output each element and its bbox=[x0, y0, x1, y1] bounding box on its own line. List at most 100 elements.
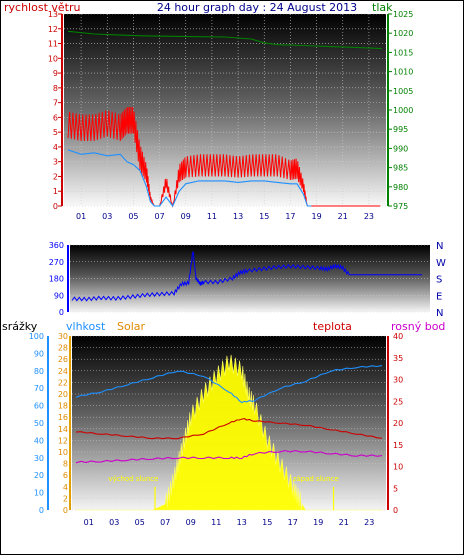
tick-label-humidity: 30 bbox=[34, 454, 44, 463]
sunrise-label: východ slunce bbox=[108, 475, 158, 483]
tick-label-wind: 1 bbox=[53, 187, 58, 196]
x-tick-label: 23 bbox=[364, 212, 374, 221]
tick-label-pressure: 985 bbox=[393, 164, 408, 173]
tick-label-wind: 11 bbox=[48, 40, 58, 49]
tick-label-wind: 2 bbox=[53, 172, 58, 181]
tick-label-solar: 24 bbox=[58, 367, 68, 376]
x-tick-label: 13 bbox=[237, 518, 247, 527]
ylabel-pressure: tlak bbox=[372, 1, 393, 14]
tick-label-humidity: 80 bbox=[34, 367, 44, 376]
tick-label-pressure: 995 bbox=[393, 125, 408, 134]
ylabel-wind: rychlost větru bbox=[4, 1, 80, 14]
x-tick-label: 17 bbox=[288, 518, 298, 527]
x-tick-label: 03 bbox=[109, 518, 119, 527]
compass-label: E bbox=[436, 291, 442, 302]
ylabel-solar: Solar bbox=[117, 320, 146, 333]
tick-label-solar: 6 bbox=[63, 471, 68, 480]
tick-label-wind: 0 bbox=[53, 202, 58, 211]
tick-label-temperature: 20 bbox=[393, 419, 403, 428]
x-tick-label: 23 bbox=[364, 518, 374, 527]
x-tick-label: 05 bbox=[128, 212, 138, 221]
compass-label: N bbox=[436, 241, 443, 252]
x-tick-label: 19 bbox=[311, 212, 321, 221]
tick-label-pressure: 1000 bbox=[393, 106, 413, 115]
x-tick-label: 01 bbox=[84, 518, 94, 527]
tick-label-pressure: 975 bbox=[393, 202, 408, 211]
tick-label-wind: 10 bbox=[48, 54, 58, 63]
tick-label-solar: 18 bbox=[58, 402, 68, 411]
tick-label-solar: 22 bbox=[58, 378, 68, 387]
tick-label-humidity: 0 bbox=[39, 506, 44, 515]
series-temperature bbox=[75, 418, 383, 440]
tick-label-solar: 14 bbox=[58, 425, 68, 434]
tick-label-wind: 13 bbox=[48, 10, 58, 19]
tick-label-humidity: 70 bbox=[34, 384, 44, 393]
x-tick-label: 17 bbox=[285, 212, 295, 221]
ylabel-humidity: vlhkost bbox=[66, 320, 106, 333]
compass-label: S bbox=[436, 275, 442, 286]
x-tick-label: 21 bbox=[339, 518, 349, 527]
x-tick-label: 11 bbox=[211, 518, 221, 527]
plot-area-wind bbox=[64, 14, 386, 206]
tick-label-wind: 5 bbox=[53, 128, 58, 137]
compass-label: N bbox=[436, 308, 443, 319]
tick-label-temperature: 15 bbox=[393, 441, 403, 450]
tick-label-wind: 12 bbox=[48, 25, 58, 34]
ylabel-rain: srážky bbox=[2, 320, 38, 333]
x-tick-label: 05 bbox=[135, 518, 145, 527]
tick-label-wind: 6 bbox=[53, 113, 58, 122]
tick-label-solar: 0 bbox=[63, 506, 68, 515]
tick-label-temperature: 25 bbox=[393, 397, 403, 406]
tick-label-temperature: 40 bbox=[393, 332, 403, 341]
tick-label-humidity: 100 bbox=[29, 332, 44, 341]
x-tick-label: 11 bbox=[207, 212, 217, 221]
tick-label-humidity: 90 bbox=[34, 349, 44, 358]
tick-label-solar: 16 bbox=[58, 413, 68, 422]
tick-label-pressure: 980 bbox=[393, 183, 408, 192]
tick-label-pressure: 1005 bbox=[393, 87, 413, 96]
series-dew-point bbox=[75, 450, 383, 464]
tick-label-solar: 10 bbox=[58, 448, 68, 457]
x-tick-label: 09 bbox=[186, 518, 196, 527]
ylabel-dewpoint: rosný bod bbox=[391, 320, 445, 333]
tick-label-pressure: 990 bbox=[393, 144, 408, 153]
x-tick-label: 15 bbox=[259, 212, 269, 221]
tick-label-direction: 180 bbox=[49, 275, 64, 284]
x-tick-label: 07 bbox=[160, 518, 170, 527]
tick-label-solar: 20 bbox=[58, 390, 68, 399]
series-wind-gust bbox=[67, 106, 381, 208]
tick-label-solar: 8 bbox=[63, 460, 68, 469]
series-wind-speed bbox=[67, 149, 312, 208]
tick-label-temperature: 35 bbox=[393, 354, 403, 363]
tick-label-wind: 3 bbox=[53, 158, 58, 167]
compass-label: W bbox=[436, 258, 446, 269]
x-tick-label: 13 bbox=[233, 212, 243, 221]
tick-label-humidity: 60 bbox=[34, 402, 44, 411]
tick-label-direction: 360 bbox=[49, 241, 64, 250]
tick-label-solar: 30 bbox=[58, 332, 68, 341]
series-solar bbox=[76, 354, 382, 511]
tick-label-humidity: 20 bbox=[34, 471, 44, 480]
x-tick-label: 21 bbox=[338, 212, 348, 221]
series-pressure bbox=[67, 30, 383, 50]
tick-label-solar: 26 bbox=[58, 355, 68, 364]
x-tick-label: 03 bbox=[102, 212, 112, 221]
tick-label-solar: 4 bbox=[63, 483, 68, 492]
tick-label-solar: 2 bbox=[63, 494, 68, 503]
tick-label-pressure: 1010 bbox=[393, 68, 413, 77]
tick-label-pressure: 1015 bbox=[393, 48, 413, 57]
x-tick-label: 15 bbox=[262, 518, 272, 527]
tick-label-humidity: 10 bbox=[34, 489, 44, 498]
tick-label-pressure: 1025 bbox=[393, 10, 413, 19]
x-tick-label: 09 bbox=[181, 212, 191, 221]
ylabel-temperature: teplota bbox=[313, 320, 352, 333]
tick-label-wind: 9 bbox=[53, 69, 58, 78]
tick-label-temperature: 0 bbox=[393, 506, 398, 515]
sunset-label: západ slunce bbox=[293, 475, 339, 483]
x-tick-label: 07 bbox=[154, 212, 164, 221]
tick-label-temperature: 5 bbox=[393, 484, 398, 493]
tick-label-humidity: 50 bbox=[34, 419, 44, 428]
tick-label-wind: 8 bbox=[53, 84, 58, 93]
series-wind-direction bbox=[71, 250, 422, 302]
